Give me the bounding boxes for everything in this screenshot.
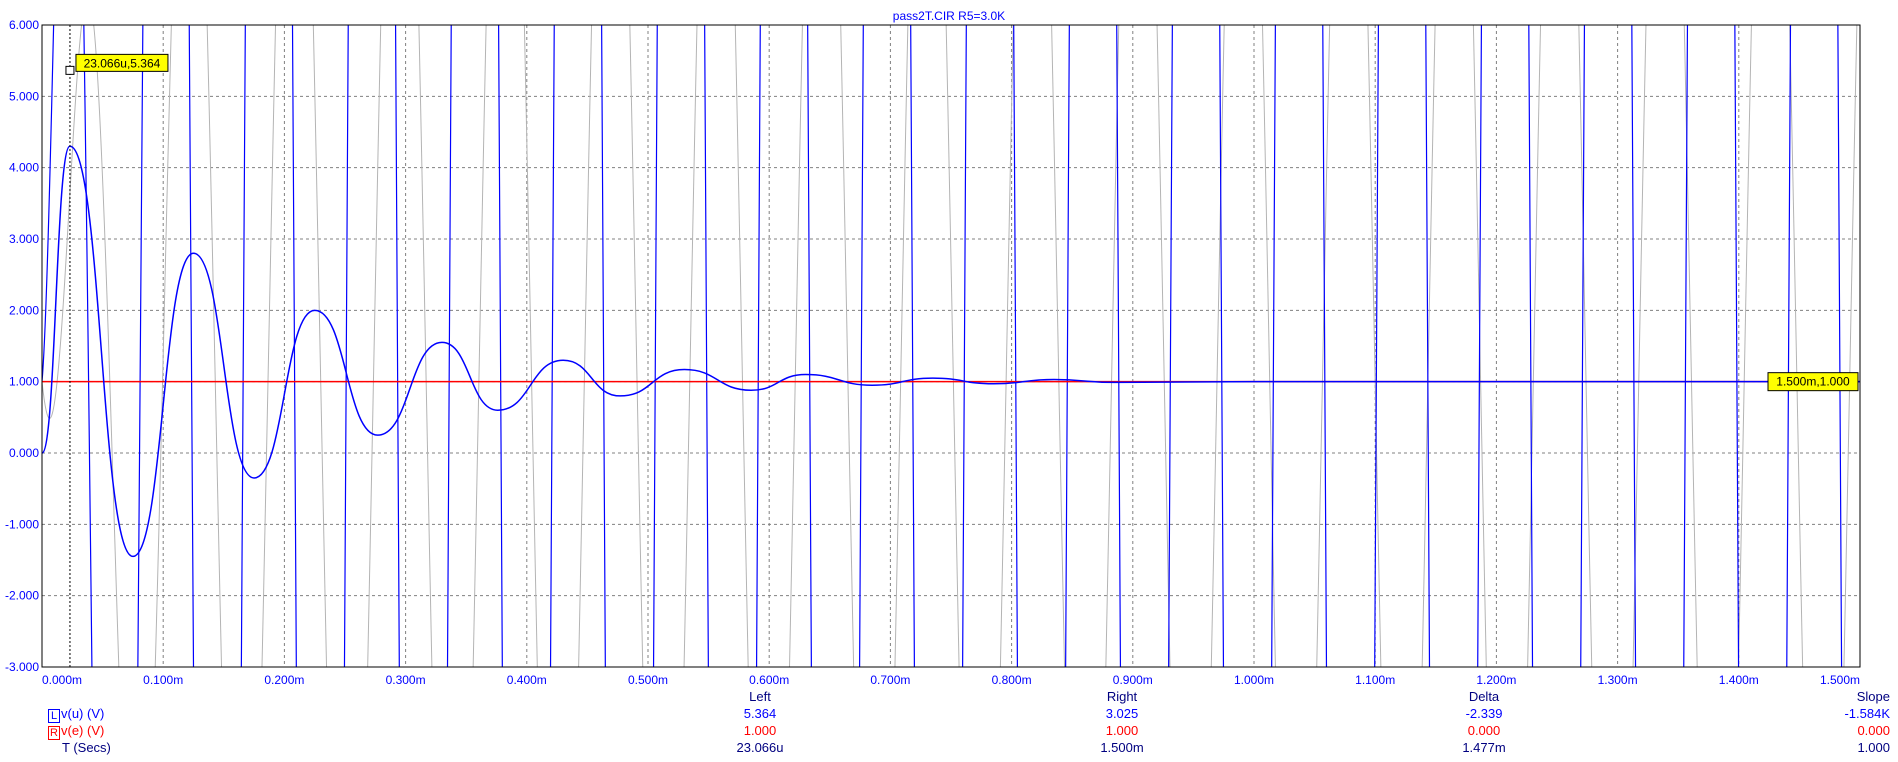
readout-time-slope: 1.000 — [1857, 740, 1890, 755]
y-tick-label: 0.000 — [9, 446, 39, 460]
right-cursor-label-box — [1767, 372, 1859, 392]
readout-vu-delta: -2.339 — [1465, 706, 1503, 721]
left-cursor-marker — [65, 65, 75, 75]
y-tick-label: -3.000 — [5, 660, 39, 674]
chart-svg[interactable]: 0.000m 0.100m 0.200m 0.300m 0.400m 0.500m 0.60… — [0, 0, 1898, 690]
y-tick-label: -2.000 — [5, 589, 39, 603]
background-oscillations — [42, 25, 1858, 667]
x-tick-label: 1.300m — [1598, 673, 1638, 687]
readout-time-delta: 1.477m — [1462, 740, 1506, 755]
left-cursor-label-box — [75, 53, 169, 72]
x-tick-label: 0.000m — [42, 673, 82, 687]
y-tick-label: -1.000 — [5, 517, 39, 531]
x-tick-label: 1.000m — [1234, 673, 1274, 687]
x-tick-label: 1.400m — [1719, 673, 1759, 687]
x-tick-label: 1.200m — [1476, 673, 1516, 687]
x-tick-label: 0.600m — [749, 673, 789, 687]
readout-vu-slope: -1.584K — [1844, 706, 1890, 721]
series-vu-line — [42, 145, 1860, 558]
y-tick-labels: -3.000 -2.000 -1.000 0.000 1.000 2.000 3.000 4.… — [5, 18, 39, 674]
left-cursor-label: 23.066u,5.364 — [84, 56, 161, 70]
right-cursor-badge[interactable]: R — [48, 726, 60, 740]
cursor-layer[interactable]: 23.066u,5.364 1.500m,1.000 — [65, 25, 1859, 667]
right-cursor-label: 1.500m,1.000 — [1776, 375, 1850, 389]
plot-frame — [41, 24, 1861, 668]
readout-time-left: 23.066u — [736, 740, 784, 755]
x-tick-label: 1.100m — [1355, 673, 1395, 687]
x-tick-label: 0.700m — [870, 673, 910, 687]
readout-row-time: T (Secs) 23.066u 1.500m 1.477m 1.000 — [0, 739, 1898, 756]
readout-header-right: Right — [1106, 689, 1138, 704]
readout-vu-left: 5.364 — [743, 706, 777, 721]
y-tick-label: 4.000 — [9, 161, 39, 175]
readout-header-delta: Delta — [1468, 689, 1500, 704]
readout-time-right: 1.500m — [1100, 740, 1144, 755]
x-tick-label: 0.400m — [507, 673, 547, 687]
x-tick-label: 0.200m — [264, 673, 304, 687]
series-layer — [42, 145, 1860, 558]
x-tick-label: 0.100m — [143, 673, 183, 687]
x-tick-label: 0.800m — [992, 673, 1032, 687]
left-cursor-badge[interactable]: L — [48, 709, 60, 723]
x-tick-label: 0.500m — [628, 673, 668, 687]
readout-ve-delta: 0.000 — [1467, 723, 1501, 738]
readout-label-ve: v(e) (V) — [61, 723, 105, 738]
x-tick-label: 0.300m — [386, 673, 426, 687]
readout-vu-right: 3.025 — [1105, 706, 1139, 721]
x-tick-label: 0.900m — [1113, 673, 1153, 687]
readout-ve-slope: 0.000 — [1857, 723, 1890, 738]
y-tick-label: 6.000 — [9, 18, 39, 32]
y-tick-label: 2.000 — [9, 303, 39, 317]
readout-label-time: T (Secs) — [62, 740, 111, 755]
readout-label-vu: v(u) (V) — [61, 706, 105, 721]
y-tick-label: 5.000 — [9, 89, 39, 103]
gray-oscillation-trace — [42, 25, 1858, 667]
plot-area[interactable]: 0.000m 0.100m 0.200m 0.300m 0.400m 0.500m 0.60… — [0, 0, 1898, 690]
y-tick-label: 3.000 — [9, 232, 39, 246]
readout-header-left: Left — [749, 689, 771, 704]
readout-header-slope: Slope — [1856, 689, 1890, 704]
y-tick-label: 1.000 — [9, 375, 39, 389]
x-tick-label: 1.500m — [1820, 673, 1860, 687]
readout-ve-left: 1.000 — [743, 723, 777, 738]
readout-header-row: Left Right Delta Slope — [0, 688, 1898, 705]
chart-title: pass2T.CIR R5=3.0K — [893, 9, 1005, 23]
readout-ve-right: 1.000 — [1105, 723, 1139, 738]
blue-oscillation-trace — [42, 25, 1843, 667]
x-tick-labels: 0.000m 0.100m 0.200m 0.300m 0.400m 0.500m 0.60… — [42, 673, 1860, 687]
